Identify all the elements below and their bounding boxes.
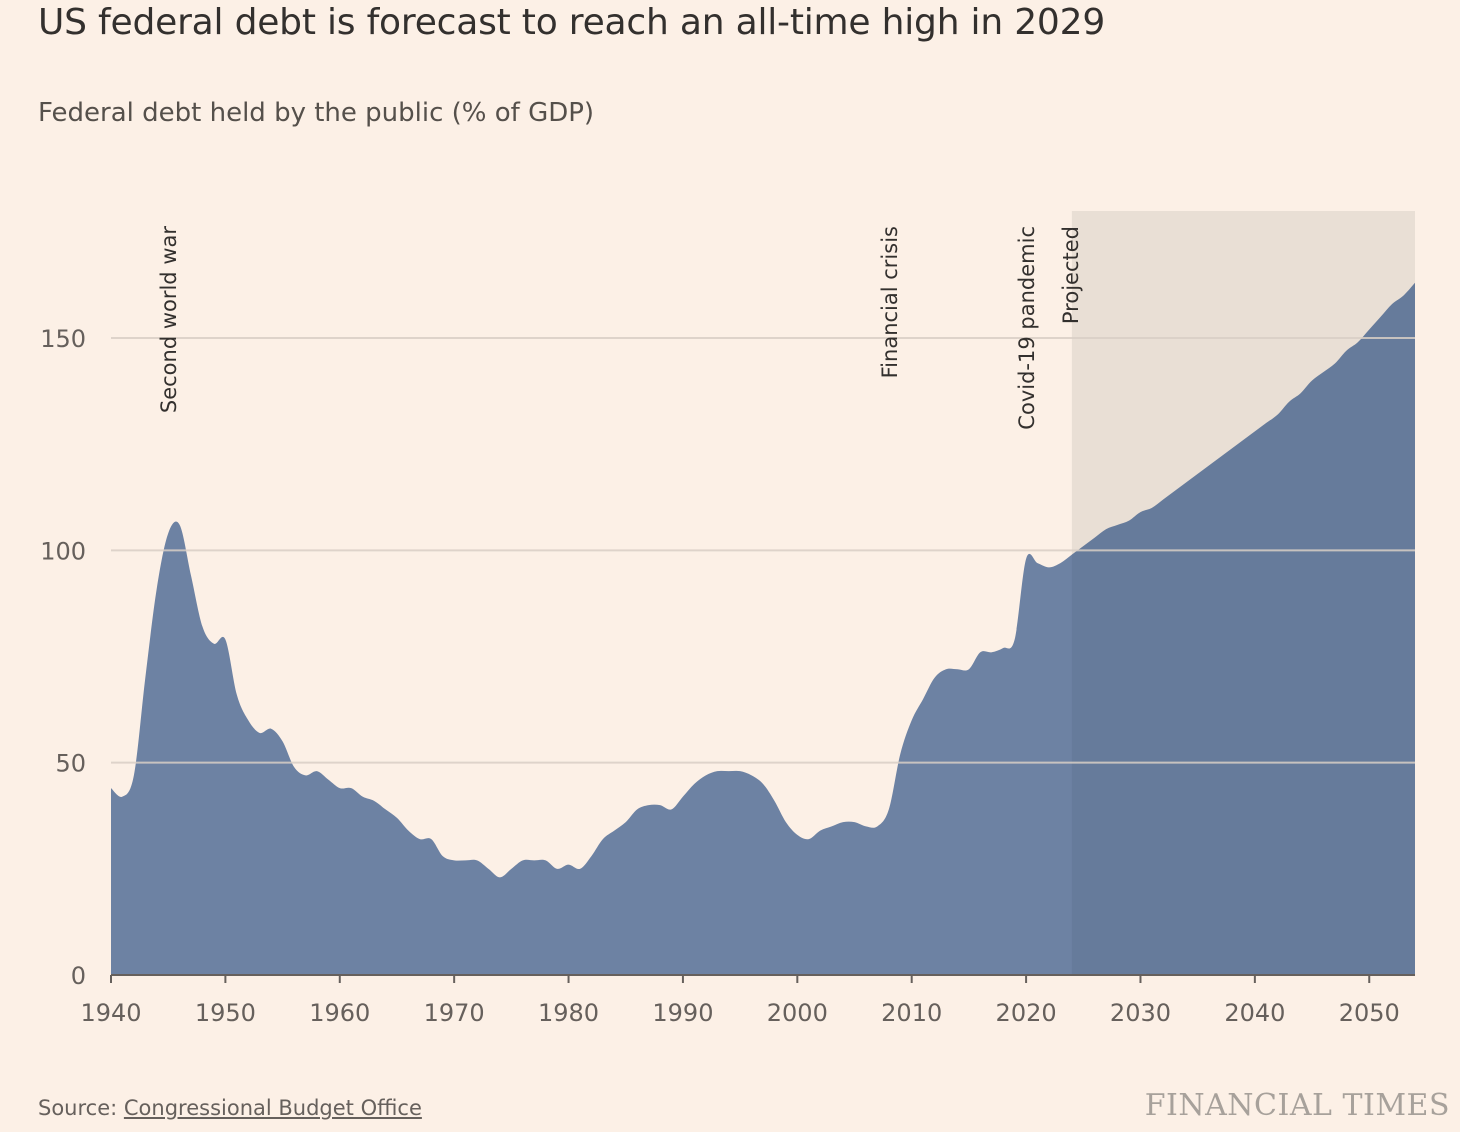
x-tick-label-1980: 1980 (538, 999, 599, 1027)
source-note: Source: Congressional Budget Office (38, 1096, 422, 1120)
x-tick-label-2000: 2000 (767, 999, 828, 1027)
x-tick-label-2050: 2050 (1339, 999, 1400, 1027)
x-tick-label-2010: 2010 (881, 999, 942, 1027)
annotation-covid-19-pandemic: Covid-19 pandemic (1015, 226, 1039, 430)
x-tick-label-1950: 1950 (195, 999, 256, 1027)
y-tick-label-150: 150 (40, 325, 86, 353)
ft-logo: FINANCIAL TIMES (1144, 1088, 1450, 1123)
x-tick-label-2020: 2020 (996, 999, 1057, 1027)
y-tick-label-50: 50 (55, 750, 86, 778)
source-link[interactable]: Congressional Budget Office (123, 1096, 422, 1120)
debt-area-series (111, 282, 1415, 975)
annotation-financial-crisis: Financial crisis (878, 226, 902, 378)
projected-area-overlay (1071, 282, 1415, 975)
annotation-second-world-war: Second world war (157, 226, 181, 414)
y-tick-label-0: 0 (71, 962, 86, 990)
chart-title: US federal debt is forecast to reach an … (38, 2, 1106, 43)
x-tick-label-1940: 1940 (80, 999, 141, 1027)
x-tick-label-1970: 1970 (424, 999, 485, 1027)
chart-subtitle: Federal debt held by the public (% of GD… (38, 98, 595, 128)
x-tick-label-1960: 1960 (309, 999, 370, 1027)
source-prefix: Source: (38, 1096, 124, 1120)
annotation-projected: Projected (1059, 226, 1083, 324)
x-tick-label-2030: 2030 (1110, 999, 1171, 1027)
x-tick-label-1990: 1990 (652, 999, 713, 1027)
y-tick-label-100: 100 (40, 537, 86, 565)
debt-area-chart: 0 50 100 150 1940 1950 1960 1970 1980 1990 2000 201… (40, 211, 1415, 1027)
x-tick-label-2040: 2040 (1224, 999, 1285, 1027)
